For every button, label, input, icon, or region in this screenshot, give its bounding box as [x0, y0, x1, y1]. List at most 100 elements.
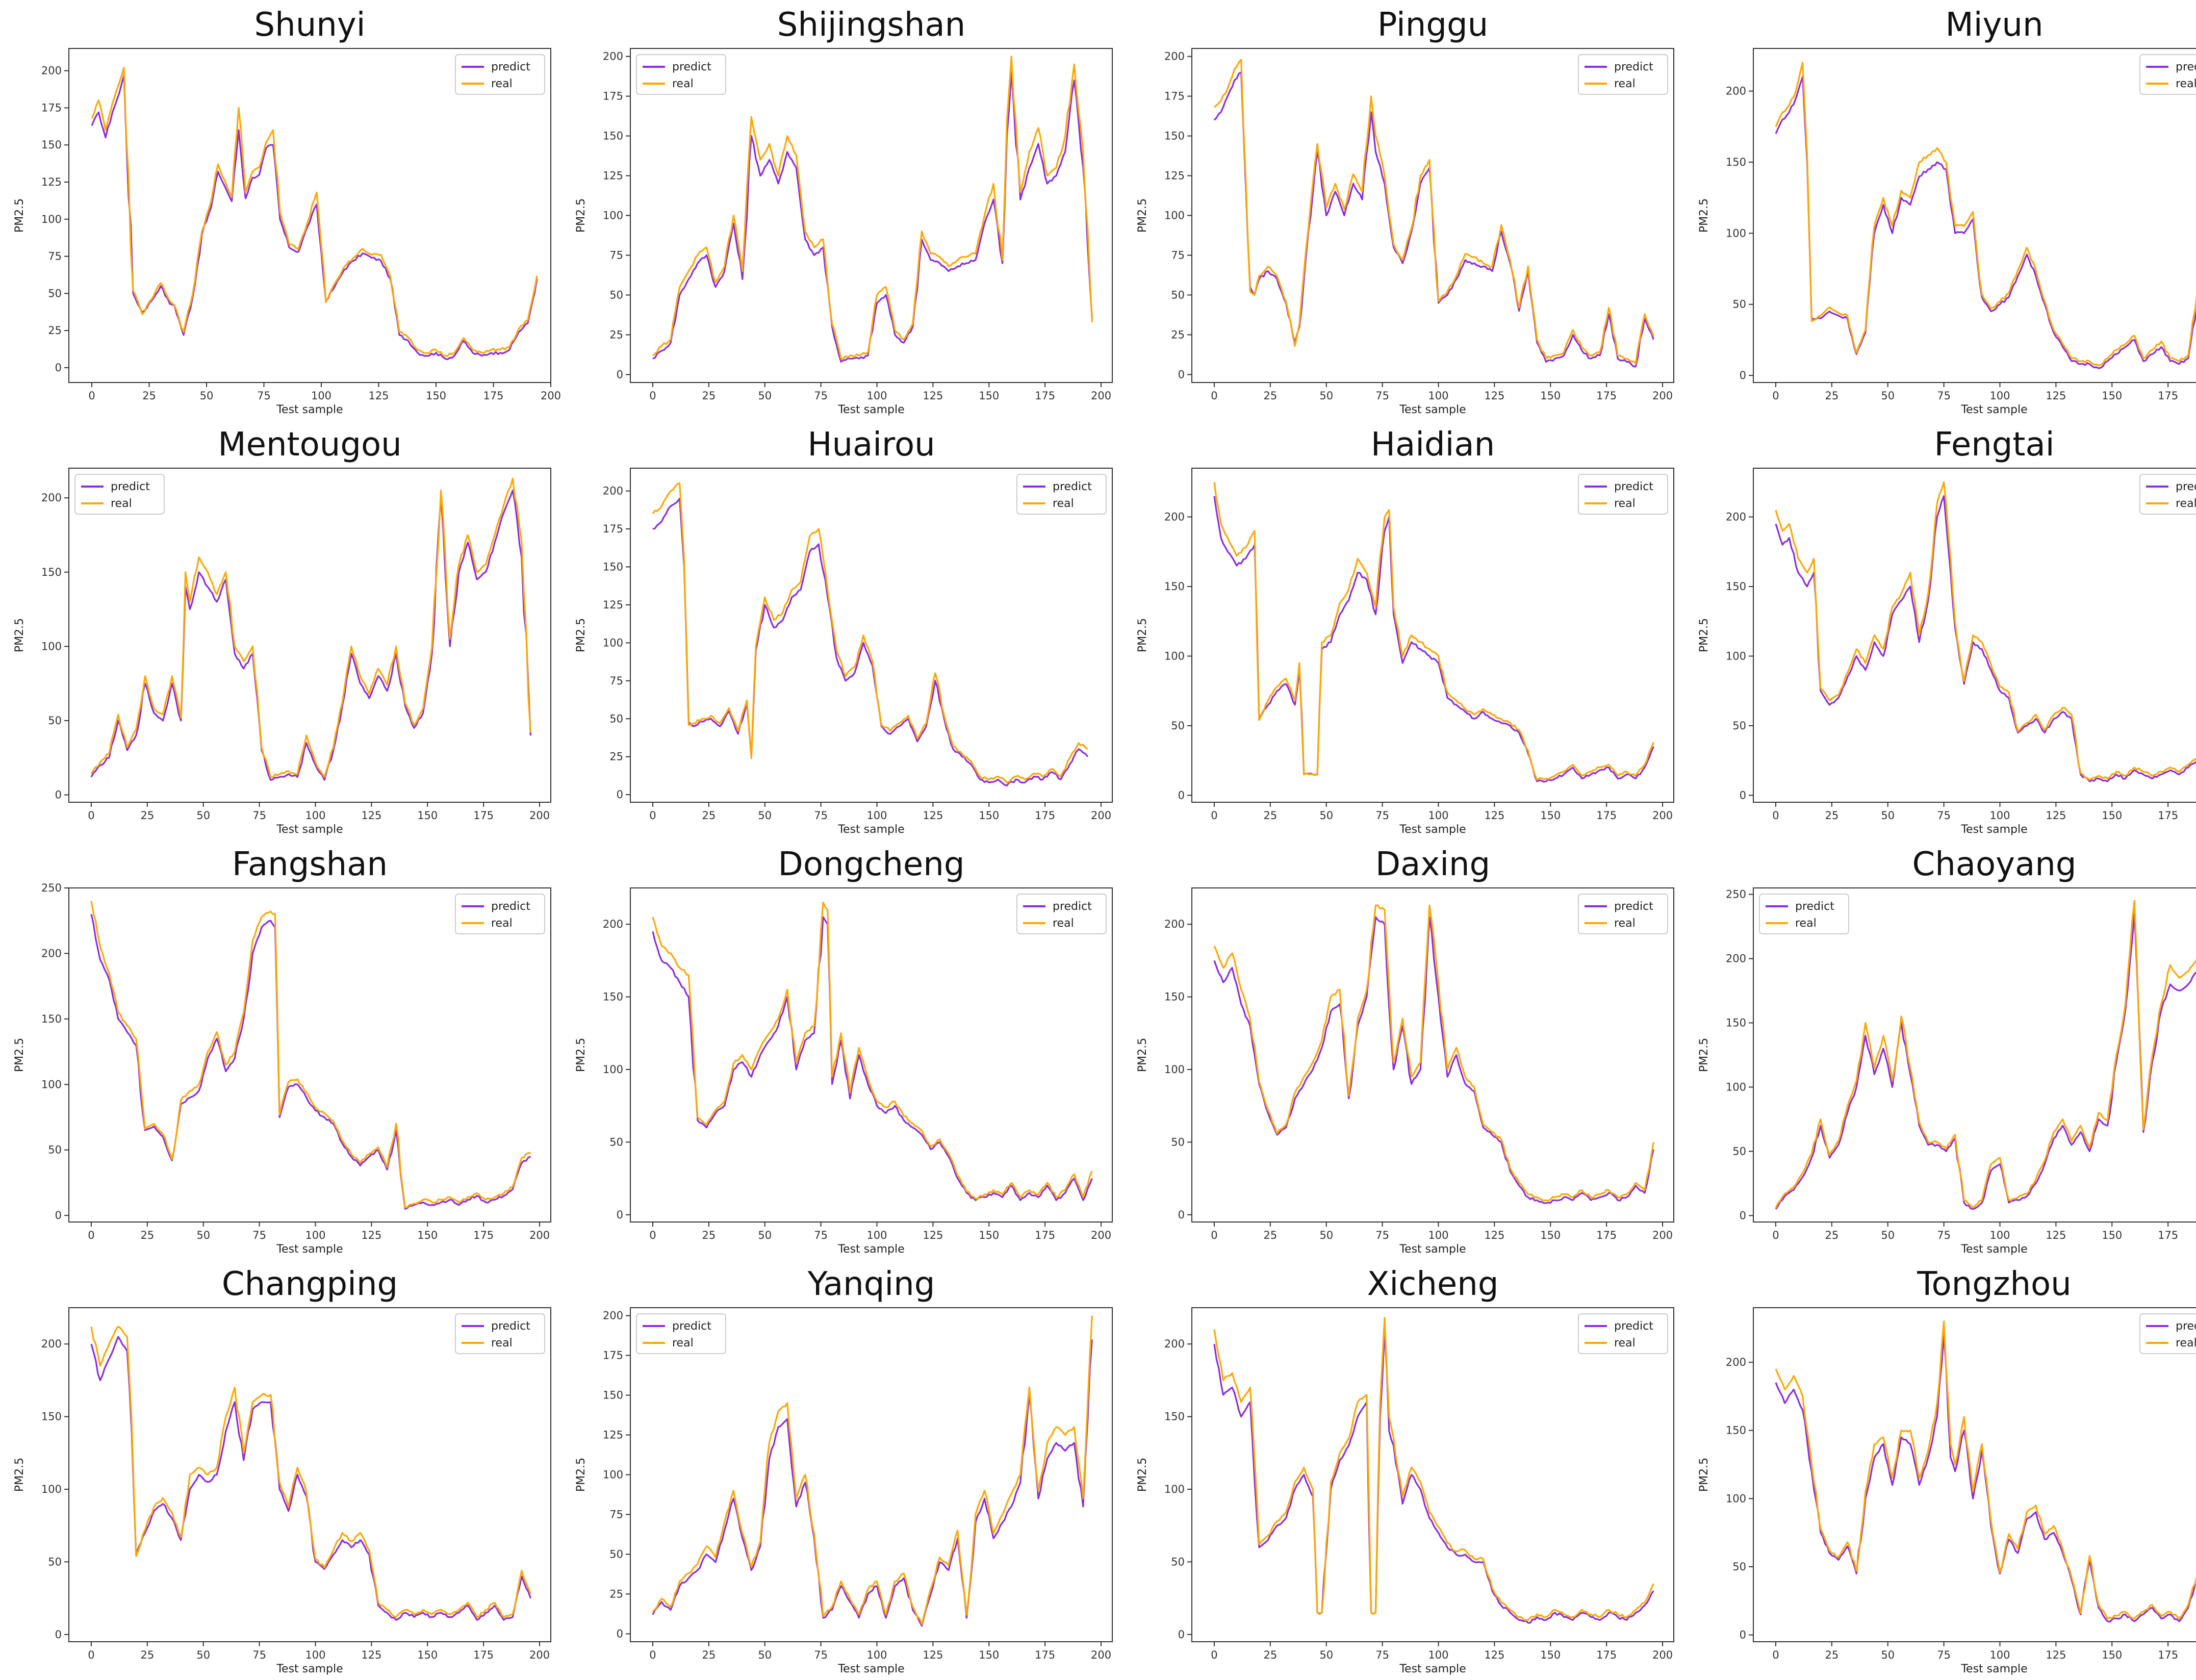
- x-tick-label: 150: [1540, 390, 1561, 402]
- chart-daxing: Daxing 0 25 50 75 100 125 150 175 200 0 50 100 150 200…: [1136, 846, 1674, 1256]
- x-axis-label: Test sample: [1399, 1663, 1466, 1675]
- y-tick-label: 0: [55, 788, 62, 801]
- legend-label-predict: predict: [1614, 61, 1653, 73]
- x-tick-label: 75: [1937, 1649, 1951, 1661]
- series-line-predict: [1213, 916, 1654, 1204]
- plot-frame: [1753, 887, 2196, 1223]
- legend-label-predict: predict: [491, 61, 530, 73]
- y-tick-label: 200: [41, 947, 62, 959]
- legend-label-predict: predict: [672, 1320, 711, 1333]
- legend-label-predict: predict: [1053, 900, 1092, 913]
- x-tick-label: 50: [1319, 809, 1333, 822]
- plot-frame: [630, 887, 1113, 1223]
- series-line-predict: [90, 914, 531, 1210]
- x-tick-label: 125: [361, 809, 381, 822]
- x-tick-label: 50: [1881, 1649, 1895, 1661]
- x-tick-label: 0: [649, 390, 656, 402]
- x-tick-label: 0: [88, 390, 95, 402]
- legend: predict real: [1016, 894, 1107, 934]
- x-tick-label: 200: [1091, 1649, 1111, 1661]
- x-tick-label: 200: [1091, 390, 1111, 402]
- x-tick-label: 150: [1540, 1649, 1561, 1661]
- y-tick-label: 150: [1726, 1424, 1746, 1437]
- legend-label-real: real: [2176, 497, 2196, 510]
- x-tick-label: 175: [483, 390, 503, 402]
- chart-yanqing: Yanqing 0 25 50 75 100 125 150 175 200 0 25 50 75 100 1…: [575, 1265, 1113, 1675]
- legend: predict real: [1578, 1313, 1668, 1354]
- y-tick-label: 200: [1164, 918, 1185, 930]
- plot-frame: [68, 48, 551, 383]
- y-tick-label: 50: [609, 712, 623, 725]
- y-tick-label: 100: [1164, 1483, 1185, 1495]
- x-tick-label: 0: [88, 809, 94, 822]
- x-tick-label: 75: [257, 390, 271, 402]
- y-tick-label: 200: [603, 485, 623, 497]
- y-axis-label: PM2.5: [13, 1038, 26, 1072]
- y-tick-label: 0: [1178, 789, 1185, 801]
- x-tick-label: 175: [1035, 1649, 1055, 1661]
- y-tick-label: 0: [1178, 368, 1185, 380]
- x-tick-label: 50: [758, 1649, 772, 1661]
- x-tick-label: 50: [1319, 1229, 1333, 1241]
- y-tick-label: 0: [1740, 1629, 1746, 1641]
- series-line-predict: [652, 1339, 1093, 1627]
- series-line-real: [91, 67, 538, 357]
- x-tick-label: 75: [252, 1649, 266, 1661]
- x-tick-label: 50: [196, 1649, 210, 1661]
- x-tick-label: 150: [979, 1649, 999, 1661]
- chart-title: Haidian: [1371, 426, 1495, 464]
- y-tick-label: 200: [603, 918, 623, 930]
- plot-frame: [1191, 887, 1674, 1223]
- series-line-real: [1213, 1317, 1654, 1621]
- chart-fangshan: Fangshan 0 25 50 75 100 125 150 175 200 0 50 100 150 2…: [13, 846, 551, 1256]
- y-tick-label: 100: [1726, 650, 1746, 662]
- legend: predict real: [74, 474, 165, 515]
- y-tick-label: 100: [603, 210, 623, 222]
- y-tick-label: 150: [1164, 991, 1185, 1003]
- legend-label-predict: predict: [1614, 900, 1653, 913]
- x-axis-label: Test sample: [1960, 1663, 2027, 1675]
- x-axis-label: Test sample: [1960, 823, 2027, 836]
- y-tick-label: 125: [603, 599, 623, 611]
- y-tick-label: 250: [1726, 888, 1746, 901]
- legend-label-predict: predict: [1795, 900, 1834, 913]
- y-tick-label: 150: [603, 1389, 623, 1402]
- x-axis-label: Test sample: [1960, 403, 2027, 416]
- y-tick-label: 200: [1726, 511, 1746, 523]
- legend-label-predict: predict: [2176, 480, 2196, 493]
- legend: predict real: [1016, 474, 1107, 515]
- x-tick-label: 25: [1263, 1649, 1277, 1661]
- x-tick-label: 200: [1652, 390, 1673, 402]
- y-tick-label: 200: [41, 65, 62, 77]
- x-tick-label: 150: [979, 390, 999, 402]
- chart-title: Fangshan: [232, 846, 388, 883]
- y-tick-label: 50: [1171, 720, 1185, 732]
- series-line-real: [1213, 482, 1654, 781]
- x-tick-label: 0: [1772, 390, 1779, 402]
- y-tick-label: 200: [1726, 85, 1746, 97]
- y-axis-label: PM2.5: [575, 1038, 588, 1072]
- x-tick-label: 175: [1596, 809, 1617, 822]
- y-tick-label: 200: [1726, 1356, 1746, 1368]
- x-tick-label: 125: [2046, 1649, 2066, 1661]
- x-tick-label: 25: [1825, 1229, 1838, 1241]
- x-axis-label: Test sample: [276, 1243, 343, 1256]
- y-tick-label: 150: [41, 1013, 62, 1025]
- x-tick-label: 0: [1211, 1649, 1217, 1661]
- chart-title: Shunyi: [254, 6, 366, 44]
- legend-label-predict: predict: [491, 1320, 530, 1333]
- y-tick-label: 150: [41, 1411, 62, 1423]
- x-tick-label: 100: [305, 1649, 325, 1661]
- y-axis-label: PM2.5: [1698, 618, 1710, 652]
- x-tick-label: 50: [196, 809, 210, 822]
- y-tick-label: 150: [1726, 580, 1746, 593]
- y-tick-label: 0: [1178, 1628, 1185, 1641]
- y-tick-label: 50: [48, 715, 62, 727]
- y-tick-label: 0: [617, 1627, 623, 1640]
- x-tick-label: 200: [1091, 809, 1111, 822]
- series-line-predict: [1213, 1329, 1654, 1624]
- plot-frame: [1753, 468, 2196, 803]
- x-tick-label: 50: [1881, 1229, 1895, 1241]
- x-tick-label: 100: [866, 390, 887, 402]
- x-axis-label: Test sample: [1399, 403, 1466, 416]
